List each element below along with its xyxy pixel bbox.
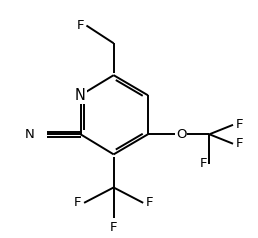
Text: O: O: [176, 128, 186, 141]
Text: F: F: [199, 157, 207, 170]
Text: N: N: [25, 128, 35, 141]
Text: F: F: [235, 137, 243, 150]
Text: F: F: [110, 221, 117, 233]
Text: F: F: [77, 19, 84, 32]
Text: F: F: [146, 196, 153, 209]
Text: F: F: [74, 196, 82, 209]
Text: F: F: [235, 118, 243, 131]
Text: N: N: [75, 88, 86, 103]
